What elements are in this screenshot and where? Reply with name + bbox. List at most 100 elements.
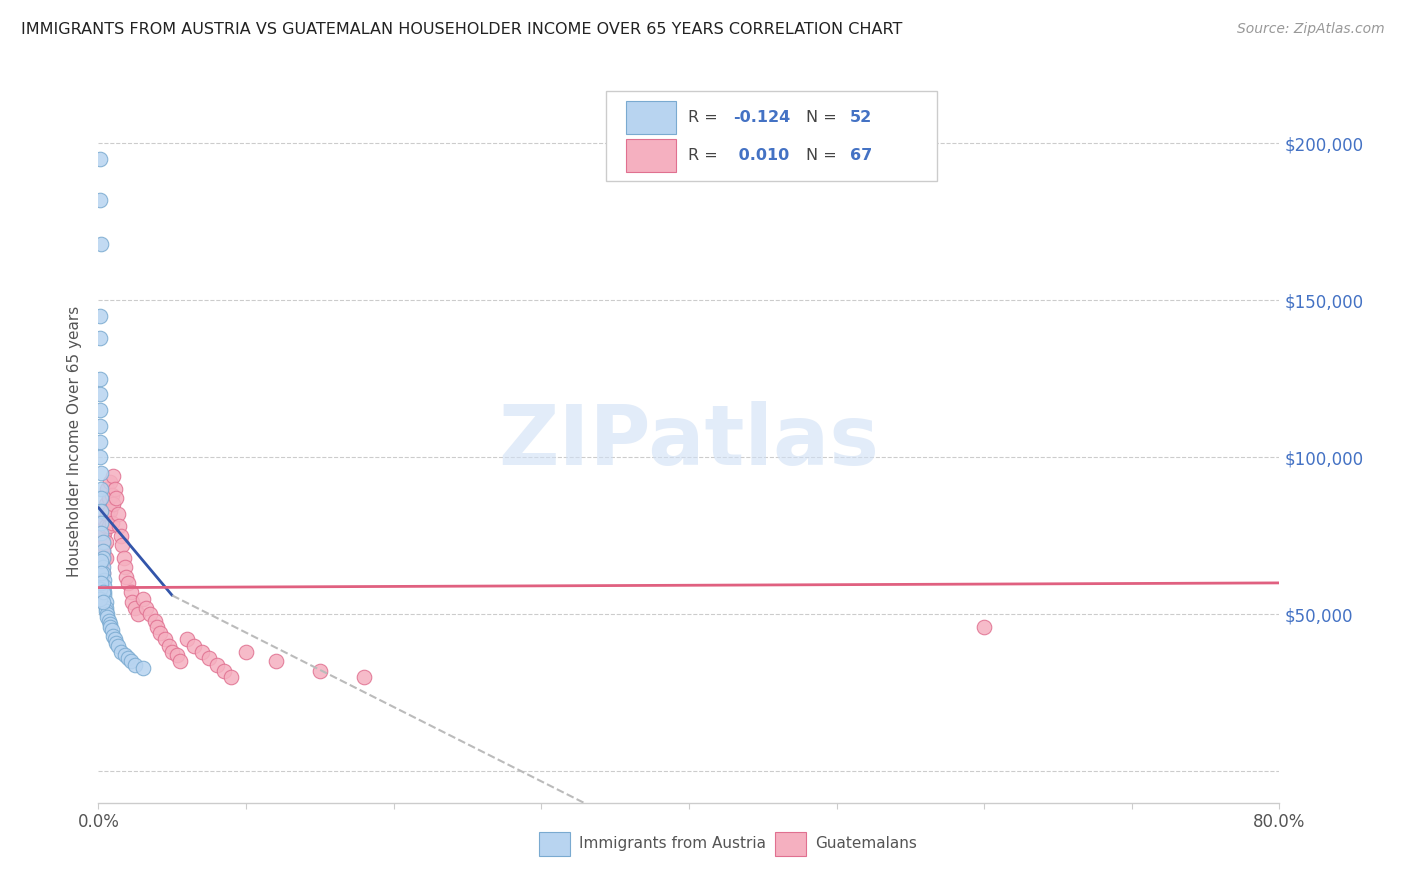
Point <box>132 661 155 675</box>
Point <box>94 595 117 609</box>
Point <box>90 538 112 552</box>
Point <box>107 639 129 653</box>
Point <box>94 604 117 618</box>
Point <box>139 607 162 622</box>
Text: IMMIGRANTS FROM AUSTRIA VS GUATEMALAN HOUSEHOLDER INCOME OVER 65 YEARS CORRELATI: IMMIGRANTS FROM AUSTRIA VS GUATEMALAN HO… <box>21 22 903 37</box>
Point <box>100 488 122 502</box>
Point <box>103 497 125 511</box>
Point <box>183 639 205 653</box>
Point <box>108 519 131 533</box>
Point <box>166 648 188 662</box>
Text: N =: N = <box>806 110 842 125</box>
Point <box>89 582 111 597</box>
Text: Guatemalans: Guatemalans <box>815 837 917 852</box>
Point <box>90 569 112 583</box>
Point <box>90 575 112 590</box>
Point <box>89 309 111 323</box>
Point <box>90 582 112 597</box>
Point <box>127 607 149 622</box>
Point <box>98 475 121 490</box>
Point <box>90 491 112 505</box>
Point <box>132 591 155 606</box>
Point <box>235 645 257 659</box>
Point <box>94 519 117 533</box>
Point <box>89 450 111 465</box>
Point <box>93 573 115 587</box>
Text: -0.124: -0.124 <box>733 110 790 125</box>
Point <box>91 585 114 599</box>
FancyBboxPatch shape <box>626 139 676 172</box>
Point <box>103 629 125 643</box>
Point <box>93 589 115 603</box>
Point <box>110 529 132 543</box>
Point <box>90 550 112 565</box>
Point <box>89 372 111 386</box>
Point <box>93 579 115 593</box>
Point <box>176 632 198 647</box>
Point <box>169 655 191 669</box>
Point <box>89 569 111 583</box>
FancyBboxPatch shape <box>626 101 676 134</box>
Point <box>93 525 115 540</box>
Point <box>98 616 121 631</box>
Point <box>98 503 121 517</box>
Point <box>90 554 112 568</box>
Point <box>90 525 112 540</box>
Point <box>91 566 114 581</box>
Point <box>96 610 118 624</box>
Point <box>90 560 112 574</box>
Point <box>89 152 111 166</box>
Point <box>89 591 111 606</box>
Point <box>94 601 117 615</box>
Point <box>89 331 111 345</box>
Text: Source: ZipAtlas.com: Source: ZipAtlas.com <box>1237 22 1385 37</box>
Point <box>97 614 120 628</box>
Point <box>90 516 112 531</box>
Text: 52: 52 <box>849 110 872 125</box>
Point <box>115 569 138 583</box>
Point <box>96 482 118 496</box>
Point <box>97 519 120 533</box>
Point <box>93 550 115 565</box>
Point <box>91 560 114 574</box>
Point <box>120 655 142 669</box>
Point <box>91 595 114 609</box>
Point <box>90 566 112 581</box>
Y-axis label: Householder Income Over 65 years: Householder Income Over 65 years <box>67 306 83 577</box>
Point <box>91 544 114 558</box>
Point <box>103 469 125 483</box>
Point <box>89 575 111 590</box>
Text: R =: R = <box>688 148 723 163</box>
Point <box>117 651 139 665</box>
Point <box>104 482 127 496</box>
Point <box>124 601 146 615</box>
Text: 0.010: 0.010 <box>733 148 789 163</box>
Point <box>91 535 114 549</box>
Point <box>146 620 169 634</box>
Point <box>162 645 183 659</box>
Point <box>93 585 115 599</box>
Point <box>104 632 127 647</box>
Point <box>98 620 121 634</box>
Point <box>153 632 176 647</box>
Point <box>94 535 117 549</box>
Point <box>309 664 332 678</box>
Text: N =: N = <box>806 148 842 163</box>
Point <box>89 193 111 207</box>
Text: R =: R = <box>688 110 723 125</box>
Point <box>114 560 136 574</box>
Point <box>90 466 112 480</box>
Point <box>97 491 120 505</box>
Point <box>105 491 128 505</box>
Point <box>124 657 146 672</box>
Text: Immigrants from Austria: Immigrants from Austria <box>579 837 766 852</box>
FancyBboxPatch shape <box>606 91 936 181</box>
Point <box>112 550 135 565</box>
Point <box>143 614 166 628</box>
Point <box>264 655 287 669</box>
Point <box>157 639 180 653</box>
Point <box>89 560 111 574</box>
Point <box>91 566 114 581</box>
Point <box>89 418 111 433</box>
Point <box>96 607 118 622</box>
